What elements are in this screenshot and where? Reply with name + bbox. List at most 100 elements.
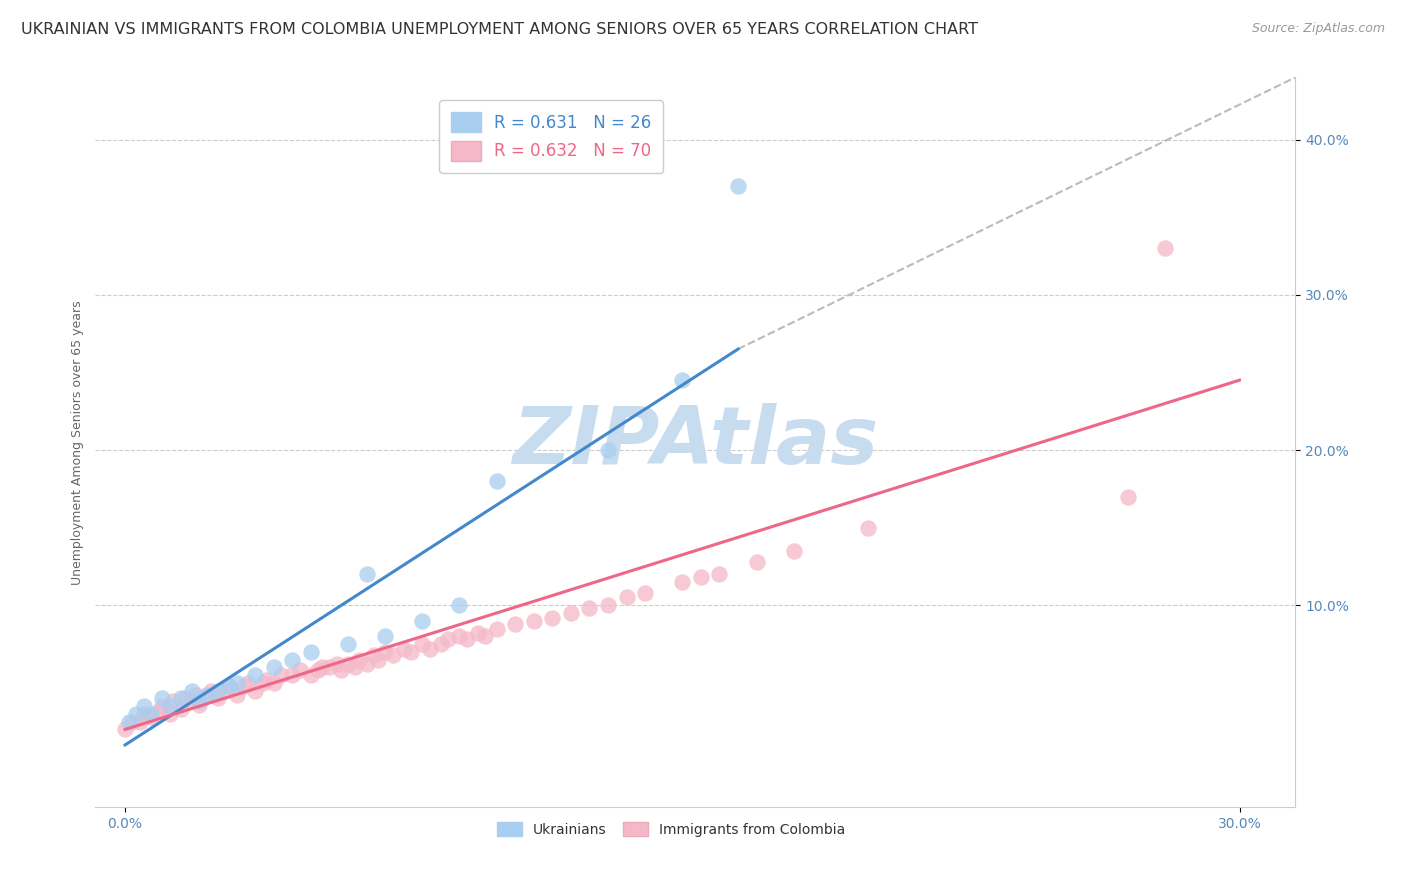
Point [181, 683, 204, 698]
Point [184, 688, 207, 702]
Point [159, 706, 181, 721]
Point [188, 698, 211, 712]
Point [326, 657, 349, 672]
Point [671, 373, 693, 387]
Point [263, 660, 285, 674]
Point [430, 637, 453, 651]
Point [288, 664, 311, 678]
Point [218, 679, 240, 693]
Point [411, 614, 433, 628]
Point [173, 691, 195, 706]
Point [344, 660, 367, 674]
Point [783, 544, 806, 558]
Point [200, 683, 222, 698]
Point [856, 521, 879, 535]
Point [356, 567, 378, 582]
Point [236, 676, 259, 690]
Point [456, 632, 478, 647]
Point [596, 599, 619, 613]
Point [541, 610, 564, 624]
Point [162, 694, 184, 708]
Point [159, 699, 181, 714]
Point [336, 637, 359, 651]
Point [485, 474, 508, 488]
Point [218, 679, 240, 693]
Point [356, 657, 378, 672]
Point [299, 645, 322, 659]
Point [214, 683, 236, 698]
Point [299, 668, 322, 682]
Point [181, 694, 204, 708]
Point [374, 645, 396, 659]
Point [503, 616, 526, 631]
Point [207, 683, 229, 698]
Point [170, 702, 193, 716]
Point [233, 679, 256, 693]
Point [188, 694, 211, 708]
Point [367, 652, 389, 666]
Point [132, 706, 155, 721]
Point [114, 723, 136, 737]
Point [307, 664, 329, 678]
Point [195, 688, 218, 702]
Point [467, 626, 489, 640]
Point [139, 710, 162, 724]
Point [485, 622, 508, 636]
Point [616, 591, 638, 605]
Point [336, 657, 359, 672]
Point [411, 637, 433, 651]
Point [671, 574, 693, 589]
Point [254, 673, 277, 687]
Point [1116, 490, 1139, 504]
Point [474, 629, 496, 643]
Point [449, 629, 471, 643]
Point [689, 570, 711, 584]
Point [727, 179, 749, 194]
Point [281, 652, 304, 666]
Point [148, 704, 170, 718]
Point [392, 641, 415, 656]
Point [523, 614, 546, 628]
Point [195, 688, 218, 702]
Text: ZIPAtlas: ZIPAtlas [512, 403, 879, 482]
Point [449, 599, 471, 613]
Y-axis label: Unemployment Among Seniors over 65 years: Unemployment Among Seniors over 65 years [72, 300, 84, 584]
Point [374, 629, 396, 643]
Point [125, 706, 148, 721]
Point [121, 714, 143, 729]
Point [225, 688, 247, 702]
Point [1154, 241, 1177, 255]
Point [363, 648, 385, 662]
Point [243, 668, 266, 682]
Text: Source: ZipAtlas.com: Source: ZipAtlas.com [1251, 22, 1385, 36]
Point [129, 714, 152, 729]
Point [150, 699, 173, 714]
Point [252, 676, 274, 690]
Point [381, 648, 404, 662]
Point [243, 683, 266, 698]
Point [118, 714, 141, 729]
Point [329, 664, 352, 678]
Point [270, 668, 292, 682]
Point [399, 645, 422, 659]
Point [170, 691, 193, 706]
Point [311, 660, 333, 674]
Legend: Ukrainians, Immigrants from Colombia: Ukrainians, Immigrants from Colombia [489, 815, 852, 844]
Point [437, 632, 460, 647]
Point [132, 699, 155, 714]
Point [207, 691, 229, 706]
Point [263, 676, 285, 690]
Point [281, 668, 304, 682]
Point [139, 706, 162, 721]
Point [225, 676, 247, 690]
Point [150, 691, 173, 706]
Point [596, 442, 619, 457]
Point [560, 606, 582, 620]
Point [578, 601, 600, 615]
Point [318, 660, 340, 674]
Point [634, 586, 657, 600]
Point [419, 641, 441, 656]
Text: UKRAINIAN VS IMMIGRANTS FROM COLOMBIA UNEMPLOYMENT AMONG SENIORS OVER 65 YEARS C: UKRAINIAN VS IMMIGRANTS FROM COLOMBIA UN… [21, 22, 979, 37]
Point [709, 567, 731, 582]
Point [745, 555, 768, 569]
